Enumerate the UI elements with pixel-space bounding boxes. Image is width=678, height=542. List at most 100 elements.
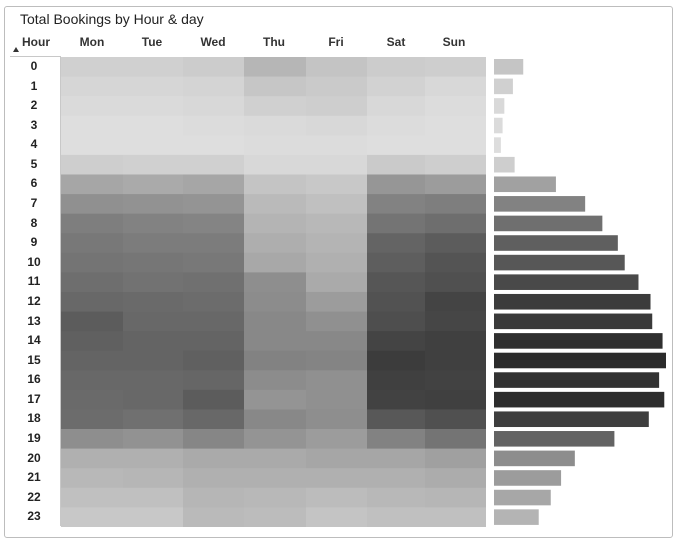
heatmap-cell[interactable] (244, 350, 306, 371)
heatmap-cell[interactable] (61, 370, 123, 391)
heatmap-cell[interactable] (183, 272, 244, 293)
heatmap-cell[interactable] (123, 291, 183, 312)
heatmap-cell[interactable] (367, 311, 425, 332)
heatmap-cell[interactable] (123, 76, 183, 97)
heatmap-cell[interactable] (123, 448, 183, 469)
row-total-bar[interactable] (494, 333, 663, 349)
heatmap-cell[interactable] (123, 115, 183, 136)
heatmap-cell[interactable] (425, 331, 486, 352)
heatmap-cell[interactable] (61, 233, 123, 254)
heatmap-cell[interactable] (244, 213, 306, 234)
heatmap-cell[interactable] (244, 429, 306, 449)
heatmap-cell[interactable] (244, 76, 306, 97)
heatmap-cell[interactable] (123, 174, 183, 195)
row-total-bar[interactable] (494, 489, 551, 506)
heatmap-cell[interactable] (367, 213, 425, 234)
heatmap-cell[interactable] (244, 487, 306, 508)
heatmap-cell[interactable] (367, 233, 425, 254)
heatmap-cell[interactable] (61, 311, 123, 332)
heatmap-cell[interactable] (183, 135, 244, 156)
heatmap-cell[interactable] (244, 115, 306, 136)
row-total-bar[interactable] (494, 431, 615, 447)
row-total-bar[interactable] (494, 176, 556, 193)
heatmap-cell[interactable] (244, 154, 306, 175)
row-total-bar[interactable] (494, 235, 618, 251)
heatmap-cell[interactable] (61, 213, 123, 234)
column-header-thu[interactable]: Thu (263, 35, 285, 49)
heatmap-cell[interactable] (306, 331, 367, 352)
heatmap-cell[interactable] (244, 409, 306, 430)
heatmap-cell[interactable] (244, 370, 306, 391)
heatmap-cell[interactable] (123, 194, 183, 215)
heatmap-cell[interactable] (244, 272, 306, 293)
heatmap-cell[interactable] (306, 76, 367, 97)
heatmap-cell[interactable] (306, 350, 367, 371)
heatmap-cell[interactable] (306, 272, 367, 293)
column-header-tue[interactable]: Tue (141, 35, 163, 49)
heatmap-cell[interactable] (183, 76, 244, 97)
heatmap-cell[interactable] (183, 213, 244, 234)
heatmap-cell[interactable] (183, 487, 244, 508)
heatmap-cell[interactable] (367, 174, 425, 195)
heatmap-cell[interactable] (425, 409, 486, 430)
heatmap-cell[interactable] (306, 154, 367, 175)
row-total-bar[interactable] (494, 59, 524, 75)
heatmap-cell[interactable] (306, 429, 367, 449)
heatmap-cell[interactable] (123, 350, 183, 371)
column-header-sun[interactable]: Sun (442, 35, 466, 49)
heatmap-cell[interactable] (244, 468, 306, 489)
row-total-bar[interactable] (494, 352, 666, 369)
heatmap-cell[interactable] (244, 233, 306, 254)
heatmap-cell[interactable] (183, 350, 244, 371)
heatmap-cell[interactable] (183, 409, 244, 430)
row-total-bar[interactable] (494, 196, 586, 212)
heatmap-cell[interactable] (244, 194, 306, 215)
row-total-bar[interactable] (494, 274, 639, 290)
heatmap-cell[interactable] (61, 448, 123, 469)
heatmap-cell[interactable] (367, 370, 425, 391)
heatmap-cell[interactable] (367, 468, 425, 489)
heatmap-cell[interactable] (306, 194, 367, 215)
heatmap-cell[interactable] (367, 76, 425, 97)
row-total-bar[interactable] (494, 293, 651, 310)
heatmap-cell[interactable] (123, 331, 183, 352)
heatmap-cell[interactable] (425, 194, 486, 215)
heatmap-cell[interactable] (244, 448, 306, 469)
heatmap-cell[interactable] (306, 115, 367, 136)
heatmap-cell[interactable] (61, 331, 123, 352)
heatmap-cell[interactable] (425, 468, 486, 489)
heatmap-cell[interactable] (306, 487, 367, 508)
heatmap-cell[interactable] (306, 507, 367, 527)
heatmap-cell[interactable] (367, 194, 425, 215)
heatmap-cell[interactable] (123, 213, 183, 234)
heatmap-cell[interactable] (61, 57, 123, 77)
heatmap-cell[interactable] (425, 252, 486, 273)
heatmap-cell[interactable] (425, 370, 486, 391)
heatmap-cell[interactable] (183, 468, 244, 489)
heatmap-cell[interactable] (123, 311, 183, 332)
heatmap-cell[interactable] (425, 233, 486, 254)
heatmap-cell[interactable] (425, 448, 486, 469)
heatmap-cell[interactable] (306, 370, 367, 391)
heatmap-cell[interactable] (367, 448, 425, 469)
heatmap-cell[interactable] (61, 507, 123, 527)
heatmap-cell[interactable] (183, 154, 244, 175)
heatmap-cell[interactable] (367, 331, 425, 352)
row-total-bar[interactable] (494, 156, 515, 173)
heatmap-cell[interactable] (61, 96, 123, 117)
heatmap-cell[interactable] (367, 57, 425, 77)
heatmap-cell[interactable] (61, 487, 123, 508)
heatmap-cell[interactable] (61, 409, 123, 430)
heatmap-cell[interactable] (123, 389, 183, 410)
heatmap-cell[interactable] (183, 507, 244, 527)
heatmap-cell[interactable] (61, 154, 123, 175)
heatmap-cell[interactable] (425, 389, 486, 410)
row-total-bar[interactable] (494, 509, 539, 525)
heatmap-cell[interactable] (425, 291, 486, 312)
heatmap-cell[interactable] (244, 135, 306, 156)
heatmap-cell[interactable] (425, 115, 486, 136)
heatmap-cell[interactable] (306, 448, 367, 469)
heatmap-cell[interactable] (183, 115, 244, 136)
hour-column-header[interactable]: Hour (22, 35, 50, 49)
heatmap-cell[interactable] (306, 174, 367, 195)
